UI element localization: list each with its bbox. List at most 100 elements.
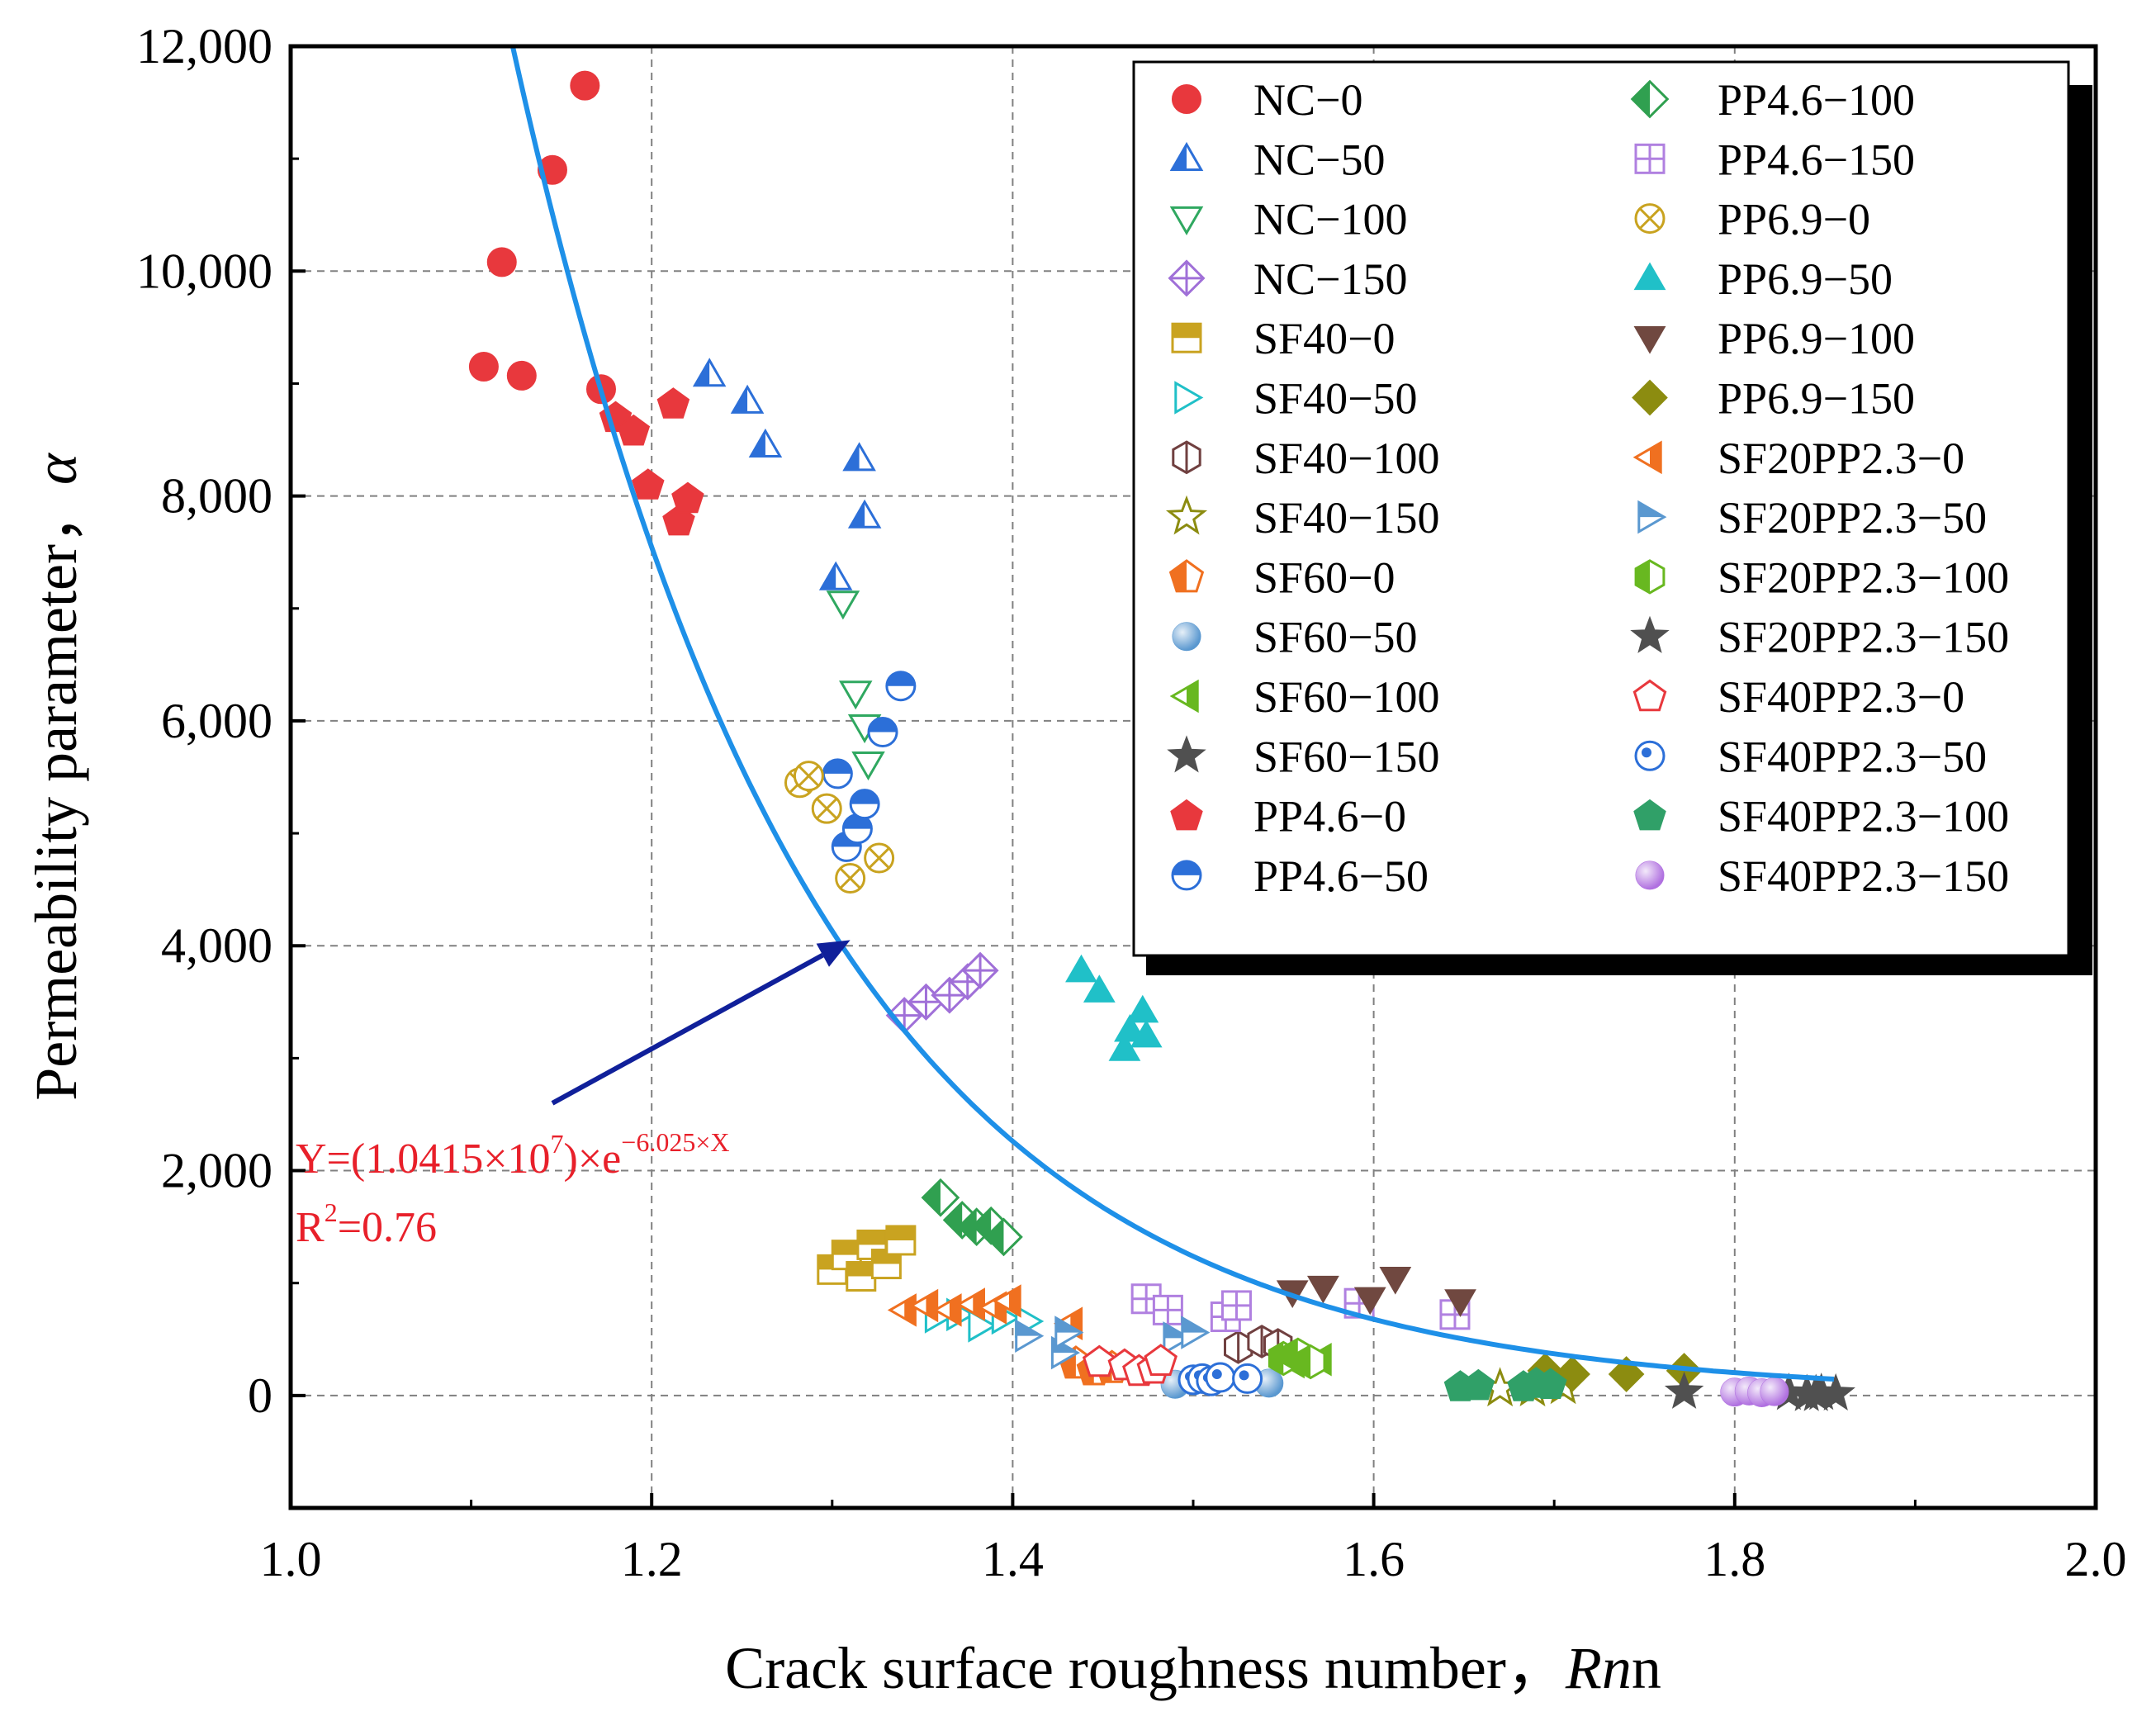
data-point	[1796, 1373, 1836, 1411]
legend-label: SF40PP2.3−100	[1718, 792, 2009, 842]
legend-entry: SF60−150	[1167, 732, 1440, 781]
y-tick-label: 4,000	[161, 918, 272, 973]
axis-ticks	[289, 45, 2097, 1508]
data-point	[835, 863, 866, 894]
x-tick-label: 1.2	[621, 1532, 683, 1586]
legend-marker	[1633, 326, 1666, 354]
fit-curve	[509, 46, 1835, 1382]
legend-marker	[1632, 679, 1667, 712]
data-point	[468, 352, 499, 382]
y-tick-label: 8,000	[161, 469, 272, 524]
data-point	[1054, 1316, 1084, 1349]
data-point	[826, 590, 860, 620]
legend-entry: SF40PP2.3−0	[1632, 672, 1964, 722]
y-axis-label: Permeability parameter，α	[23, 453, 89, 1101]
series-27	[1720, 1376, 1789, 1407]
legend: NC−0 NC−50 NC−100 NC−150 SF40−0 SF40−50 SF40−1…	[1132, 60, 2092, 975]
legend-marker	[1174, 381, 1204, 415]
legend-marker	[1634, 143, 1666, 174]
legend-label: SF40−50	[1253, 374, 1418, 424]
data-point	[961, 951, 999, 989]
series-21	[1015, 1316, 1211, 1370]
data-point	[909, 1288, 939, 1323]
legend-marker	[1632, 379, 1668, 416]
data-point	[887, 1293, 917, 1327]
legend-entry: PP4.6−100	[1630, 75, 1915, 125]
series-17	[1065, 954, 1163, 1061]
series-16	[784, 761, 895, 894]
data-point	[1232, 1363, 1263, 1394]
data-point	[1065, 954, 1097, 983]
annotation-arrowhead	[816, 940, 851, 967]
fit-r-squared: R2=0.76	[296, 1197, 437, 1251]
series-26	[1443, 1367, 1567, 1401]
legend-label: SF40−0	[1253, 314, 1395, 363]
data-point	[992, 1284, 1021, 1318]
legend-marker	[1171, 860, 1202, 891]
legend-entry: PP6.9−0	[1634, 195, 1870, 244]
legend-label: PP4.6−0	[1253, 792, 1406, 842]
legend-entry: PP4.6−150	[1634, 135, 1915, 184]
data-point	[748, 428, 783, 458]
legend-label: NC−150	[1253, 254, 1407, 304]
fit-equation: Y=(1.0415×107)×e−6.025×X	[296, 1127, 729, 1183]
series-13	[822, 671, 917, 862]
legend-entry: NC−100	[1169, 195, 1407, 244]
legend-marker	[1168, 559, 1205, 593]
series-24	[1082, 1344, 1178, 1387]
legend-marker	[1632, 440, 1662, 475]
series-1	[692, 358, 882, 590]
data-point	[885, 1225, 917, 1256]
x-tick-label: 1.8	[1703, 1532, 1765, 1586]
legend-entry: SF60−50	[1172, 613, 1418, 662]
data-point	[818, 561, 853, 590]
legend-marker	[1171, 322, 1202, 353]
data-point	[1379, 1267, 1412, 1295]
data-point	[1181, 1316, 1211, 1349]
legend-marker	[1630, 615, 1670, 653]
series-22	[1268, 1337, 1326, 1380]
legend-label: PP6.9−100	[1718, 314, 1915, 363]
data-point	[1152, 1294, 1183, 1325]
legend-label: PP4.6−150	[1718, 135, 1915, 184]
legend-entry: PP4.6−50	[1171, 851, 1429, 901]
legend-marker	[1172, 440, 1201, 475]
data-point	[1205, 1362, 1236, 1393]
legend-marker	[1637, 500, 1667, 534]
legend-label: SF40PP2.3−150	[1718, 851, 2009, 901]
legend-label: NC−50	[1253, 135, 1385, 184]
legend-label: SF20PP2.3−0	[1718, 434, 1964, 483]
legend-label: SF20PP2.3−100	[1718, 552, 2009, 602]
data-point	[1444, 1289, 1476, 1317]
legend-entry: SF60−0	[1168, 552, 1395, 602]
data-point	[1126, 994, 1159, 1023]
legend-entry: SF40−50	[1174, 374, 1418, 424]
data-point	[1353, 1287, 1386, 1316]
legend-entry: PP6.9−50	[1633, 254, 1893, 304]
legend-marker	[1634, 203, 1666, 235]
legend-marker	[1167, 735, 1206, 773]
legend-entry: SF40PP2.3−150	[1635, 851, 2009, 901]
legend-marker	[1630, 79, 1670, 119]
series-3	[885, 951, 999, 1035]
data-point	[1306, 1275, 1339, 1304]
legend-label: SF20PP2.3−50	[1718, 493, 1987, 543]
data-point	[842, 442, 876, 472]
y-tick-label: 2,000	[161, 1144, 272, 1198]
data-point	[1760, 1377, 1789, 1406]
x-axis-label: Crack surface roughness number，Rnn	[725, 1635, 1661, 1701]
y-tick-label: 0	[248, 1368, 272, 1423]
data-point	[822, 758, 853, 789]
legend-label: SF20PP2.3−150	[1718, 613, 2009, 662]
data-point	[851, 751, 885, 781]
annotation-arrow	[551, 953, 824, 1106]
legend-label: PP6.9−50	[1718, 254, 1893, 304]
legend-entry: PP6.9−150	[1632, 374, 1915, 424]
legend-label: SF40−100	[1253, 434, 1440, 483]
series-25	[1178, 1362, 1263, 1396]
legend-entry: SF20PP2.3−0	[1632, 434, 1964, 483]
series-4	[817, 1225, 917, 1292]
legend-entry: SF40PP2.3−100	[1633, 792, 2009, 842]
data-point	[656, 387, 690, 419]
